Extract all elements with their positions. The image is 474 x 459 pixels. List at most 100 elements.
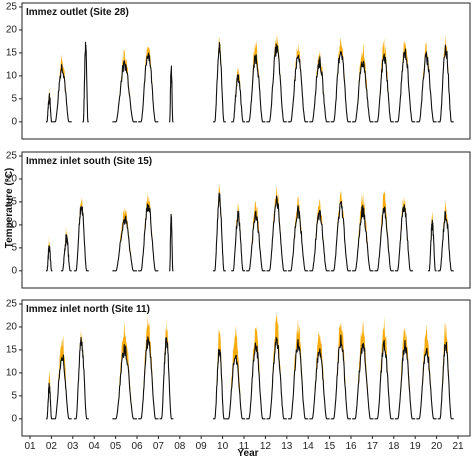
x-tick-label: 02	[46, 441, 58, 452]
temperature-line	[374, 206, 394, 272]
x-axis-label: Year	[237, 448, 258, 459]
x-tick-label: 12	[260, 441, 272, 452]
temperature-line	[351, 342, 374, 420]
temperature-range-band	[138, 314, 159, 419]
temperature-line	[82, 41, 90, 123]
temperature-line	[266, 195, 287, 272]
x-tick-label: 03	[67, 441, 79, 452]
temperature-range-band	[287, 318, 309, 419]
temperature-line	[245, 210, 266, 272]
temperature-range-band	[46, 367, 53, 419]
temperature-line	[52, 354, 72, 420]
y-tick-label: 5	[11, 93, 17, 104]
panel-frame	[21, 299, 471, 437]
temperature-line	[230, 210, 246, 272]
temperature-line	[309, 56, 330, 123]
temperature-line	[416, 347, 437, 420]
y-tick-label: 0	[11, 265, 17, 276]
y-tick-label: 10	[6, 71, 18, 82]
temperature-line	[374, 339, 394, 420]
panel-title: Immez outlet (Site 28)	[26, 7, 129, 18]
y-tick-label: 20	[6, 322, 18, 333]
temperature-line	[137, 52, 159, 123]
temperature-line	[112, 60, 138, 123]
x-tick-label: 07	[153, 441, 165, 452]
temperature-line	[287, 54, 309, 123]
temperature-line	[437, 44, 454, 123]
panel-frame	[21, 2, 471, 140]
panel-3: Immez inlet north (Site 11) 0 5 10 15 20 25	[6, 299, 471, 437]
x-tick-label: 04	[89, 441, 101, 452]
y-tick-label: 15	[6, 48, 18, 59]
temperature-line	[230, 74, 246, 123]
y-tick-label: 15	[6, 345, 18, 356]
temperature-line	[45, 93, 53, 123]
panel-title: Immez inlet south (Site 15)	[26, 156, 152, 167]
temperature-line	[287, 338, 309, 420]
y-tick-label: 25	[6, 151, 18, 162]
temperature-line	[287, 205, 309, 272]
temperature-line	[60, 234, 73, 272]
temperature-line	[330, 51, 352, 123]
temperature-line	[212, 192, 227, 272]
y-tick-label: 0	[11, 413, 17, 424]
y-tick-label: 10	[6, 220, 18, 231]
y-tick-label: 5	[11, 242, 17, 253]
temperature-line	[137, 336, 159, 420]
x-tick-label: 10	[217, 441, 229, 452]
x-tick-label: 17	[367, 441, 379, 452]
temperature-line	[112, 343, 138, 420]
y-tick-label: 20	[6, 174, 18, 185]
x-tick-label: 18	[388, 441, 400, 452]
temperature-line	[394, 48, 416, 123]
y-tick-label: 5	[11, 390, 17, 401]
temperature-line	[374, 53, 394, 123]
temperature-line	[394, 339, 416, 420]
temperature-line	[437, 210, 454, 272]
temperature-line	[225, 354, 246, 420]
temperature-line	[330, 334, 352, 420]
x-tick-label: 05	[110, 441, 122, 452]
temperature-range-band	[266, 311, 287, 419]
x-tick-label: 06	[131, 441, 143, 452]
temperature-line	[266, 336, 287, 420]
x-tick-label: 09	[196, 441, 208, 452]
temperature-line	[168, 213, 174, 272]
x-tick-label: 11	[239, 441, 250, 452]
temperature-line	[168, 65, 174, 123]
y-tick-label: 20	[6, 25, 18, 36]
temperature-line	[245, 54, 266, 123]
y-tick-label: 10	[6, 368, 18, 379]
temperature-line	[52, 63, 72, 123]
x-tick-label: 01	[24, 441, 36, 452]
temperature-line	[266, 43, 287, 123]
panel-frame	[21, 151, 471, 289]
y-tick-label: 25	[6, 2, 18, 13]
temperature-line	[159, 337, 174, 420]
panel-1: Immez outlet (Site 28) 0 5 10 15 20 25	[6, 2, 471, 140]
temperature-line	[73, 206, 90, 272]
x-tick-label: 21	[452, 441, 464, 452]
y-tick-label: 25	[6, 299, 18, 310]
temperature-range-band	[213, 327, 226, 419]
y-tick-label: 15	[6, 197, 18, 208]
x-tick-label: 15	[324, 441, 336, 452]
temperature-line	[351, 60, 374, 123]
temperature-line	[212, 349, 227, 420]
temperature-line	[394, 204, 414, 272]
temperature-line	[330, 201, 352, 272]
temperature-line	[309, 348, 330, 420]
temperature-range-band	[352, 42, 374, 122]
temperature-line	[212, 42, 227, 123]
y-tick-label: 0	[11, 116, 17, 127]
x-tick-label: 19	[410, 441, 422, 452]
temperature-line	[245, 342, 266, 420]
temperature-line	[112, 215, 138, 272]
temperature-line	[416, 51, 437, 123]
x-tick-label: 13	[281, 441, 293, 452]
panel-title: Immez inlet north (Site 11)	[26, 304, 150, 315]
x-tick-label: 14	[303, 441, 315, 452]
temperature-line	[437, 341, 454, 420]
temperature-range-band	[112, 320, 137, 419]
